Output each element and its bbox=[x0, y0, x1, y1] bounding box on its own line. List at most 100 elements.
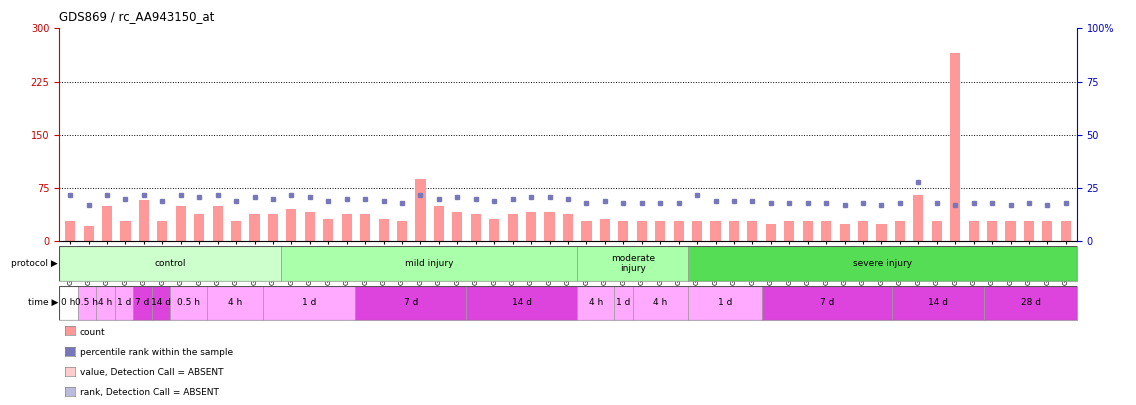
Bar bbox=[170, 286, 207, 320]
Bar bbox=[466, 286, 577, 320]
Bar bbox=[766, 224, 776, 241]
Text: 1 d: 1 d bbox=[718, 298, 733, 307]
Bar bbox=[633, 286, 688, 320]
Bar bbox=[157, 222, 167, 241]
Bar bbox=[674, 222, 684, 241]
Bar bbox=[59, 286, 77, 320]
Text: 1 d: 1 d bbox=[117, 298, 131, 307]
Bar bbox=[688, 286, 762, 320]
Bar bbox=[895, 222, 905, 241]
Bar bbox=[600, 219, 610, 241]
Bar bbox=[577, 246, 688, 281]
Bar bbox=[821, 222, 832, 241]
Bar bbox=[194, 214, 204, 241]
Bar bbox=[133, 286, 151, 320]
Text: 4 h: 4 h bbox=[227, 298, 242, 307]
Bar bbox=[378, 219, 389, 241]
Text: 14 d: 14 d bbox=[151, 298, 170, 307]
Text: severe injury: severe injury bbox=[853, 259, 912, 268]
Bar bbox=[508, 214, 518, 241]
Bar bbox=[59, 246, 281, 281]
Text: 28 d: 28 d bbox=[1020, 298, 1041, 307]
Bar bbox=[212, 206, 223, 241]
Bar bbox=[747, 222, 758, 241]
Bar bbox=[77, 286, 97, 320]
Text: 7 d: 7 d bbox=[135, 298, 150, 307]
Bar bbox=[710, 222, 720, 241]
Bar bbox=[858, 222, 868, 241]
Bar bbox=[1061, 222, 1071, 241]
Text: percentile rank within the sample: percentile rank within the sample bbox=[80, 348, 233, 357]
Text: mild injury: mild injury bbox=[404, 259, 453, 268]
Text: 4 h: 4 h bbox=[588, 298, 603, 307]
Bar bbox=[563, 214, 573, 241]
Bar bbox=[262, 286, 356, 320]
Bar bbox=[987, 222, 997, 241]
Bar bbox=[470, 214, 481, 241]
Text: 1 d: 1 d bbox=[302, 298, 316, 307]
Bar bbox=[139, 200, 149, 241]
Bar bbox=[729, 222, 740, 241]
Text: control: control bbox=[154, 259, 186, 268]
Bar bbox=[115, 286, 133, 320]
Bar bbox=[452, 211, 462, 241]
Bar bbox=[692, 222, 702, 241]
Bar bbox=[324, 219, 333, 241]
Bar bbox=[231, 222, 241, 241]
Text: time ▶: time ▶ bbox=[27, 298, 58, 307]
Bar bbox=[356, 286, 466, 320]
Text: 14 d: 14 d bbox=[511, 298, 532, 307]
Text: protocol ▶: protocol ▶ bbox=[11, 259, 58, 268]
Bar bbox=[932, 222, 942, 241]
Bar bbox=[688, 246, 1077, 281]
Text: 7 d: 7 d bbox=[403, 298, 418, 307]
Bar bbox=[151, 286, 170, 320]
Bar bbox=[304, 211, 315, 241]
Text: 0.5 h: 0.5 h bbox=[75, 298, 99, 307]
Bar bbox=[102, 206, 112, 241]
Bar bbox=[250, 214, 260, 241]
Bar bbox=[490, 219, 500, 241]
Bar bbox=[281, 246, 577, 281]
Bar bbox=[120, 222, 131, 241]
Bar bbox=[913, 195, 924, 241]
Text: 4 h: 4 h bbox=[98, 298, 112, 307]
Bar bbox=[892, 286, 985, 320]
Bar bbox=[176, 206, 186, 241]
Bar bbox=[840, 224, 850, 241]
Bar bbox=[969, 222, 979, 241]
Text: rank, Detection Call = ABSENT: rank, Detection Call = ABSENT bbox=[80, 388, 218, 397]
Bar bbox=[950, 53, 960, 241]
Bar bbox=[396, 222, 407, 241]
Bar bbox=[1043, 222, 1052, 241]
Bar bbox=[655, 222, 666, 241]
Bar bbox=[342, 214, 352, 241]
Text: 14 d: 14 d bbox=[928, 298, 949, 307]
Bar bbox=[434, 206, 444, 241]
Bar bbox=[268, 214, 278, 241]
Bar bbox=[286, 209, 296, 241]
Bar bbox=[544, 211, 554, 241]
Bar bbox=[803, 222, 812, 241]
Text: moderate
injury: moderate injury bbox=[611, 254, 654, 273]
Text: 7 d: 7 d bbox=[820, 298, 834, 307]
Text: 0.5 h: 0.5 h bbox=[177, 298, 200, 307]
Text: 0 h: 0 h bbox=[61, 298, 75, 307]
Bar bbox=[97, 286, 115, 320]
Bar bbox=[985, 286, 1077, 320]
Bar bbox=[360, 214, 370, 241]
Bar bbox=[615, 286, 633, 320]
Bar bbox=[84, 226, 93, 241]
Bar bbox=[1005, 222, 1016, 241]
Text: count: count bbox=[80, 328, 106, 337]
Text: value, Detection Call = ABSENT: value, Detection Call = ABSENT bbox=[80, 368, 223, 377]
Bar bbox=[526, 211, 536, 241]
Bar bbox=[618, 222, 628, 241]
Bar bbox=[65, 222, 75, 241]
Bar bbox=[636, 222, 646, 241]
Bar bbox=[1024, 222, 1034, 241]
Text: 1 d: 1 d bbox=[617, 298, 630, 307]
Text: GDS869 / rc_AA943150_at: GDS869 / rc_AA943150_at bbox=[59, 10, 215, 23]
Bar bbox=[876, 224, 886, 241]
Bar bbox=[784, 222, 794, 241]
